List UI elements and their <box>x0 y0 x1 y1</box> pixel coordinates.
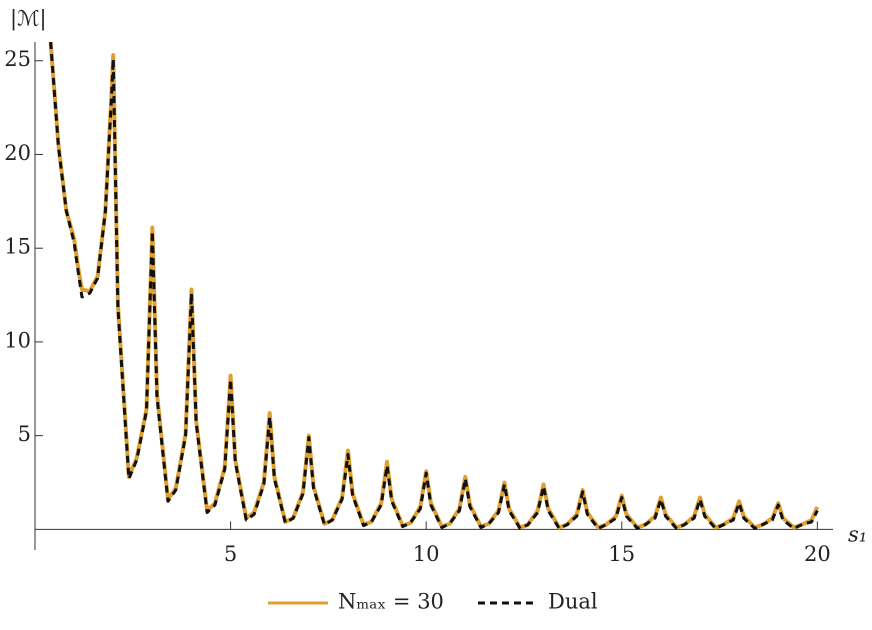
x-tick-label: 10 <box>413 542 440 566</box>
legend-label: Nₘₐₓ = 30 <box>338 590 444 614</box>
series-line <box>49 42 819 530</box>
x-axis-label: s₁ <box>848 523 867 547</box>
legend-label: Dual <box>548 590 598 614</box>
y-tick-label: 5 <box>18 422 31 446</box>
y-tick-label: 10 <box>4 328 31 352</box>
x-tick-label: 20 <box>804 542 831 566</box>
y-tick-label: 15 <box>4 235 31 259</box>
y-axis-label: |ℳ| <box>10 7 47 32</box>
x-tick-label: 5 <box>224 542 237 566</box>
y-tick-label: 20 <box>4 141 31 165</box>
x-tick-label: 15 <box>608 542 635 566</box>
y-tick-label: 25 <box>4 47 31 71</box>
series-line <box>48 42 820 530</box>
